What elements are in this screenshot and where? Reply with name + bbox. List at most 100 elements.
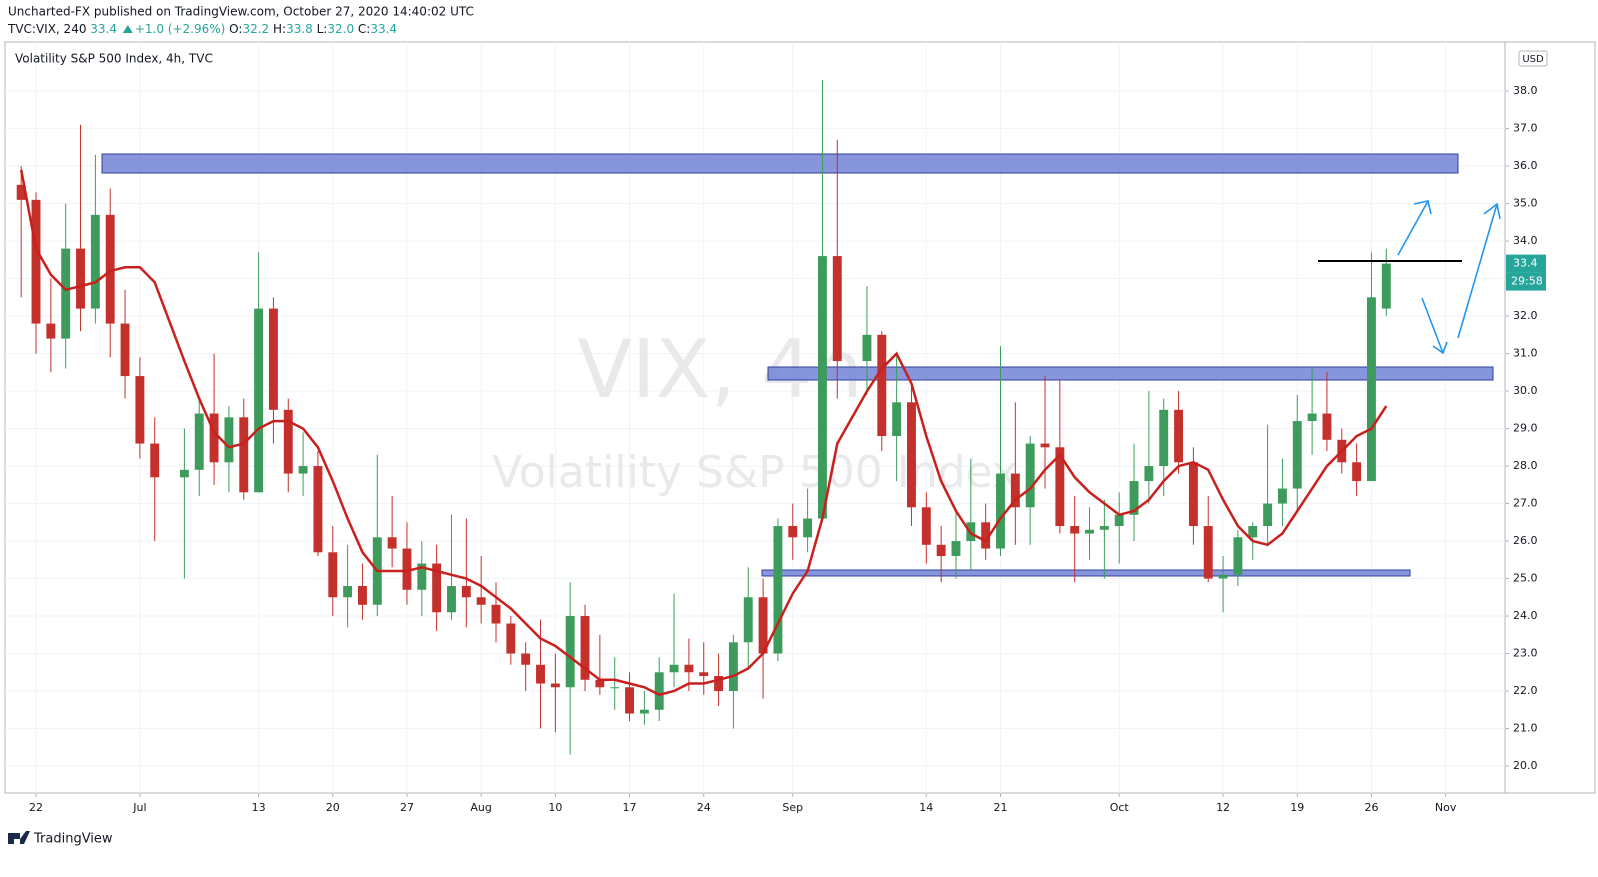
candle-body: [1055, 447, 1065, 527]
candle-body: [758, 597, 768, 654]
y-tick-label: 23.0: [1513, 647, 1538, 660]
x-tick-label: 19: [1290, 801, 1304, 814]
candle-body: [150, 443, 160, 478]
currency-box: [1518, 50, 1548, 67]
candle-body: [1292, 421, 1302, 489]
candle-body: [1129, 481, 1139, 515]
x-tick-label: Sep: [782, 801, 803, 814]
x-tick-label: 21: [993, 801, 1007, 814]
candle-body: [135, 376, 145, 444]
price-axis: [1504, 41, 1596, 794]
y-tick-label: 26.0: [1513, 534, 1538, 547]
candle-body: [550, 683, 560, 688]
x-tick-label: Aug: [470, 801, 491, 814]
candle-body: [1203, 526, 1213, 579]
countdown: 29:58: [1511, 275, 1543, 288]
candle-body: [432, 563, 442, 613]
candle-body: [1174, 409, 1184, 463]
candle-body: [46, 323, 56, 339]
candle-body: [76, 248, 85, 309]
candle-body: [491, 604, 501, 624]
ohlc-value: 32.0: [327, 22, 354, 36]
x-tick-label: Oct: [1110, 801, 1130, 814]
candle-body: [447, 586, 456, 613]
candle-body: [1277, 488, 1287, 504]
candle-body: [1352, 462, 1362, 482]
candle-body: [981, 522, 991, 549]
candle-body: [1218, 574, 1228, 579]
candle-body: [773, 526, 783, 654]
y-tick-label: 24.0: [1513, 609, 1538, 622]
candle-body: [936, 544, 946, 557]
candle-body: [328, 552, 338, 598]
zone: [101, 153, 1459, 174]
last: 33.4: [90, 22, 117, 36]
candle-body: [402, 548, 412, 590]
symbol: TVC:VIX, 240: [7, 22, 86, 36]
candle-body: [996, 473, 1005, 549]
x-tick-label: Nov: [1435, 801, 1457, 814]
y-tick-label: 28.0: [1513, 459, 1538, 472]
drawings: [101, 153, 1494, 577]
candle-body: [1233, 537, 1243, 575]
ohlc-value: 32.2: [242, 22, 269, 36]
candles: [16, 79, 1391, 755]
candle-body: [1248, 526, 1258, 538]
arrow: [1397, 200, 1432, 256]
candle-body: [476, 597, 486, 605]
candle-body: [283, 409, 293, 474]
candle-body: [669, 664, 679, 673]
candle-body: [1085, 529, 1094, 534]
candle-body: [1307, 413, 1317, 422]
y-tick-label: 29.0: [1513, 422, 1538, 435]
x-tick-label: 12: [1216, 801, 1230, 814]
candle-body: [1367, 297, 1376, 482]
x-tick-label: 14: [919, 801, 933, 814]
candle-body: [1263, 503, 1273, 527]
footer-text: TradingView: [33, 832, 113, 847]
last-price-box: [1506, 254, 1546, 273]
x-tick-label: 26: [1364, 801, 1378, 814]
axis-labels: 20.0 21.0 22.0 23.0 24.0 25.0 26.0 27.0 28.0 29.0…: [29, 84, 1546, 814]
candle-body: [179, 469, 189, 478]
ohlc-label: O:: [229, 22, 242, 36]
candle-body: [358, 586, 367, 605]
candle-body: [268, 308, 278, 410]
candle-body: [120, 323, 130, 377]
y-tick-label: 36.0: [1513, 159, 1538, 172]
candle-body: [461, 586, 471, 598]
candle-body: [743, 597, 753, 643]
y-tick-label: 38.0: [1513, 84, 1538, 97]
candle-body: [343, 586, 353, 598]
candle-body: [536, 664, 545, 684]
annotations: [1318, 200, 1501, 355]
candle-body: [1040, 443, 1050, 448]
candle-body: [254, 308, 264, 493]
candle-body: [832, 256, 842, 362]
chart-title: Volatility S&P 500 Index, 4h, TVC: [15, 52, 213, 66]
symbol-line: TVC:VIX, 240 33.4 +1.0 (+2.96%) O:32.2 H…: [7, 22, 397, 36]
candle-body: [803, 518, 813, 538]
candle-body: [565, 616, 575, 688]
ohlc-value: 33.8: [286, 22, 313, 36]
candle-body: [1188, 462, 1198, 527]
logo: [8, 831, 30, 844]
candle-body: [1099, 526, 1109, 530]
zone: [761, 569, 1411, 577]
currency: USD: [1522, 54, 1544, 65]
candle-body: [521, 653, 531, 665]
y-tick-label: 37.0: [1513, 122, 1538, 135]
y-tick-label: 27.0: [1513, 497, 1538, 510]
x-tick-label: 17: [623, 801, 637, 814]
change: +1.0 (+2.96%): [135, 22, 226, 36]
watermark-subtitle: Volatility S&P 500 Index: [492, 447, 1018, 498]
arrow: [1421, 297, 1448, 355]
y-tick-label: 21.0: [1513, 722, 1538, 735]
candle-body: [907, 402, 916, 508]
candle-body: [817, 256, 827, 519]
candle-body: [1025, 443, 1035, 508]
candle-body: [788, 526, 798, 538]
candle-body: [877, 334, 887, 437]
candle-body: [1381, 263, 1391, 309]
